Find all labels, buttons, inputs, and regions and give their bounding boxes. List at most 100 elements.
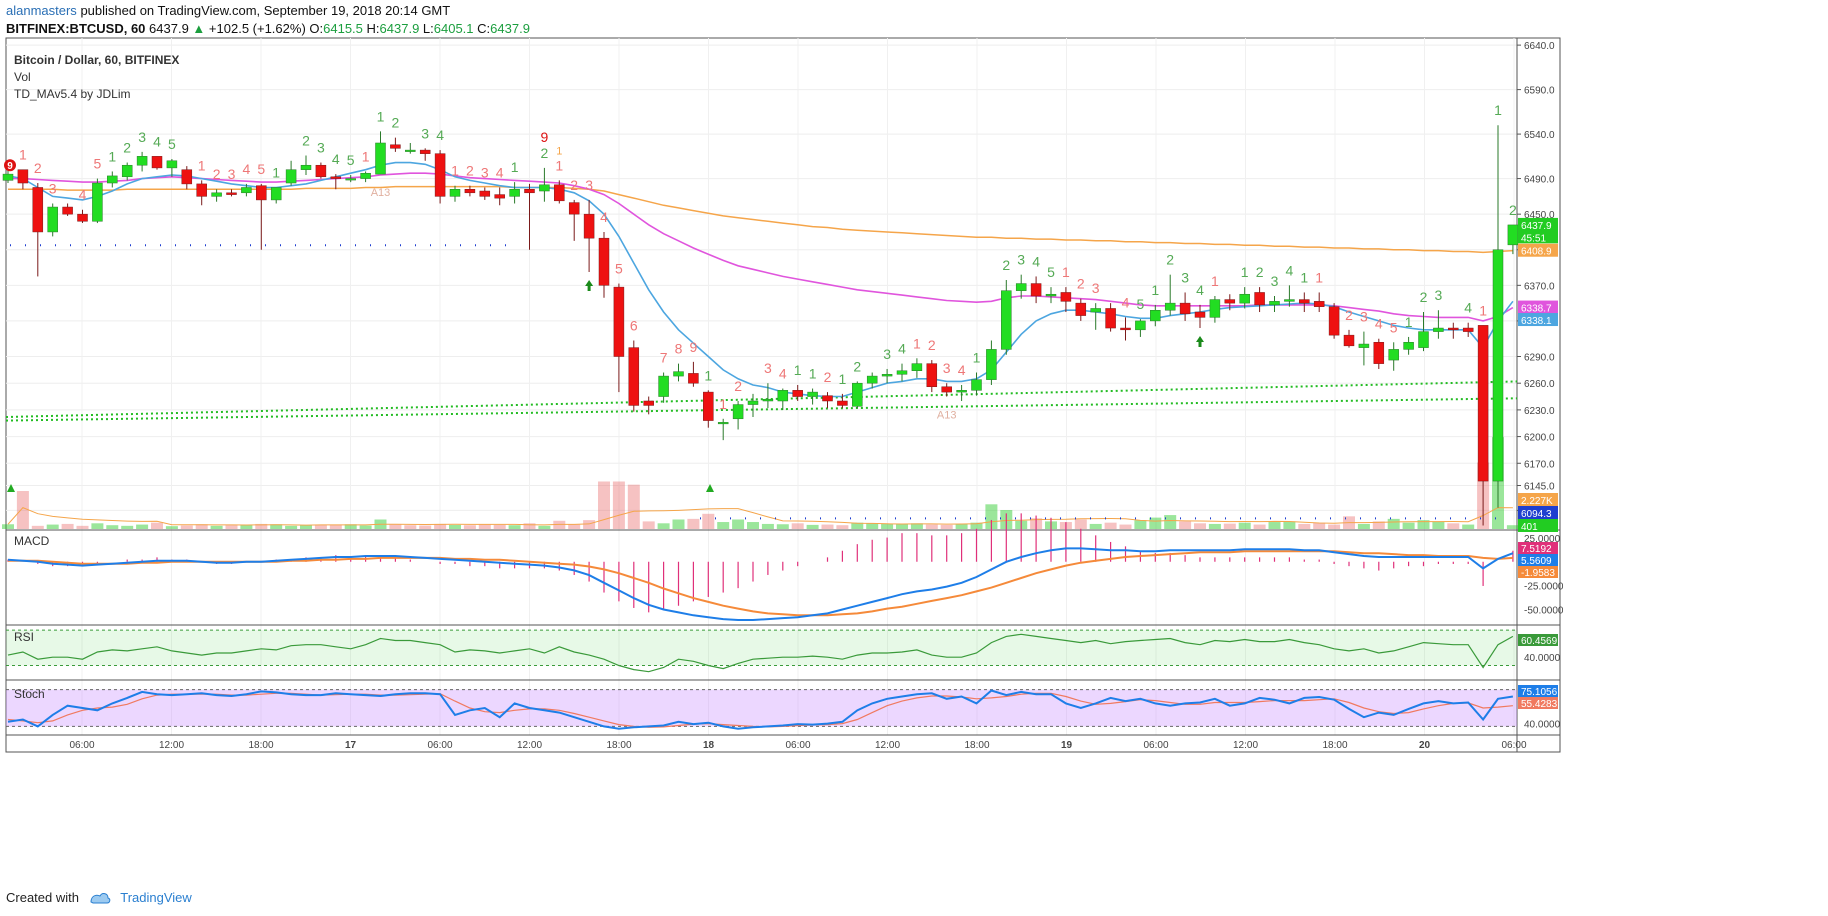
td-count-label: 2 xyxy=(1345,307,1353,323)
td-count-label: 2 xyxy=(213,166,221,182)
td-count-label: 3 xyxy=(138,129,146,145)
candle-body xyxy=(77,213,88,222)
td-count-label: 1 xyxy=(1300,269,1308,285)
candle-body xyxy=(1492,249,1504,482)
td-nine-badge xyxy=(4,159,16,172)
candle-body xyxy=(92,182,103,222)
volume-bar xyxy=(1313,522,1326,529)
time-tick-label: 17 xyxy=(345,740,357,751)
candle-body xyxy=(866,375,878,384)
volume-bar xyxy=(1417,520,1430,529)
candle-body xyxy=(837,400,848,406)
candle-body xyxy=(405,149,416,152)
candle-body xyxy=(1015,283,1027,291)
td-count-label: 1 xyxy=(362,148,370,164)
volume-bar xyxy=(1402,522,1415,529)
price-tag xyxy=(1518,243,1558,257)
candle-body xyxy=(62,206,73,215)
price-tick-label: 6290.0 xyxy=(1524,353,1555,364)
candle-body xyxy=(464,188,476,194)
volume-bar xyxy=(1119,524,1132,529)
candle-body xyxy=(1045,293,1057,297)
price-tick-label: 6230.0 xyxy=(1524,406,1555,417)
candle-body xyxy=(554,184,565,202)
volume-bar xyxy=(165,526,178,529)
time-tick-label: 18:00 xyxy=(248,740,273,751)
td-count-label: 3 xyxy=(585,177,593,193)
volume-bar xyxy=(776,524,789,529)
stoch-tag-label: 55.4283 xyxy=(1521,699,1558,710)
td-count-label: 1 xyxy=(1479,302,1487,318)
volume-bar xyxy=(195,524,208,529)
volume-bar xyxy=(180,525,193,529)
td-count-label: 1 xyxy=(19,147,27,163)
volume-tag-label: 2.227K xyxy=(1521,496,1553,507)
volume-bar xyxy=(1074,519,1087,529)
macd-tag xyxy=(1518,542,1558,554)
td-count-label: 2 xyxy=(392,115,400,131)
td-count-label: 4 xyxy=(1122,294,1130,310)
rsi-tick-label: 40.0000 xyxy=(1524,653,1561,664)
price-tag xyxy=(1518,217,1558,231)
td-count-label: 2 xyxy=(1077,276,1085,292)
td-count-label: 9 xyxy=(541,129,549,145)
macd-label: MACD xyxy=(14,534,50,548)
volume-bar xyxy=(955,523,968,529)
volume-bar xyxy=(538,525,551,529)
rsi-tag-label: 60.4569 xyxy=(1521,636,1558,647)
candle-body xyxy=(256,185,267,201)
candle-body xyxy=(1254,292,1265,306)
candle-body xyxy=(1239,293,1250,304)
td-count-label: 1 xyxy=(108,148,116,164)
candle-body xyxy=(315,164,327,178)
tradingview-link[interactable]: TradingView xyxy=(120,890,192,905)
volume-bar xyxy=(925,524,938,529)
candle-body xyxy=(1403,342,1414,350)
td-count-label: 4 xyxy=(779,366,787,382)
published-text: published on TradingView.com, September … xyxy=(80,3,451,18)
candle-body xyxy=(151,156,163,169)
symbol-label: BITFINEX:BTCUSD, 60 xyxy=(6,21,146,36)
td-count-label: 1 xyxy=(1241,264,1249,280)
chart-canvas[interactable]: Bitcoin / Dollar, 60, BITFINEX Vol TD_MAv5… xyxy=(0,0,1828,880)
candle-body xyxy=(1343,334,1355,347)
td-count-label: 9 xyxy=(690,339,698,355)
candles xyxy=(2,125,1519,526)
volume-bar xyxy=(627,484,640,529)
td-setup-label: A13 xyxy=(937,410,957,422)
volume-bar xyxy=(16,491,29,529)
candle-body xyxy=(792,390,803,397)
rsi-band xyxy=(6,630,1517,666)
candle-body xyxy=(956,390,967,393)
author-link[interactable]: alanmasters xyxy=(6,3,77,18)
candle-body xyxy=(300,164,312,170)
td-count-label: 3 xyxy=(764,360,772,376)
volume-bar xyxy=(985,504,998,529)
legend-vol: Vol xyxy=(14,70,31,84)
volume-bar xyxy=(1328,524,1341,529)
candle-body xyxy=(1105,308,1116,329)
td-count-label: 7 xyxy=(660,350,668,366)
td-count-label: 5 xyxy=(168,136,176,152)
rsi-pane: RSI 40.0000 60.4569 xyxy=(6,629,1561,673)
td-count-label: 3 xyxy=(481,164,489,180)
ohlc-line: BITFINEX:BTCUSD, 60 6437.9 ▲ +102.5 (+1.… xyxy=(6,21,530,36)
td-count-label: 5 xyxy=(347,152,355,168)
volume-bar xyxy=(314,524,327,529)
candle-body xyxy=(941,386,952,393)
candle-body xyxy=(1030,283,1042,297)
volume-bar xyxy=(851,522,864,529)
td-count-label: 1 xyxy=(377,108,385,124)
volume-tag-label: 401 xyxy=(1521,522,1538,533)
td-count-label: 3 xyxy=(421,125,429,141)
candle-body xyxy=(434,153,446,197)
candle-body xyxy=(1060,292,1072,302)
candle-body xyxy=(1448,327,1459,331)
volume-bar xyxy=(970,522,983,529)
candle-body xyxy=(181,169,193,185)
td-nine-badge-label: 9 xyxy=(7,161,13,172)
open-value: 6415.5 xyxy=(323,21,363,36)
macd-line xyxy=(7,547,1514,621)
td-count-label: 4 xyxy=(496,164,504,180)
